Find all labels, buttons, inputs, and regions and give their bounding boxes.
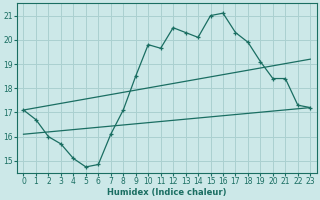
X-axis label: Humidex (Indice chaleur): Humidex (Indice chaleur)	[107, 188, 227, 197]
